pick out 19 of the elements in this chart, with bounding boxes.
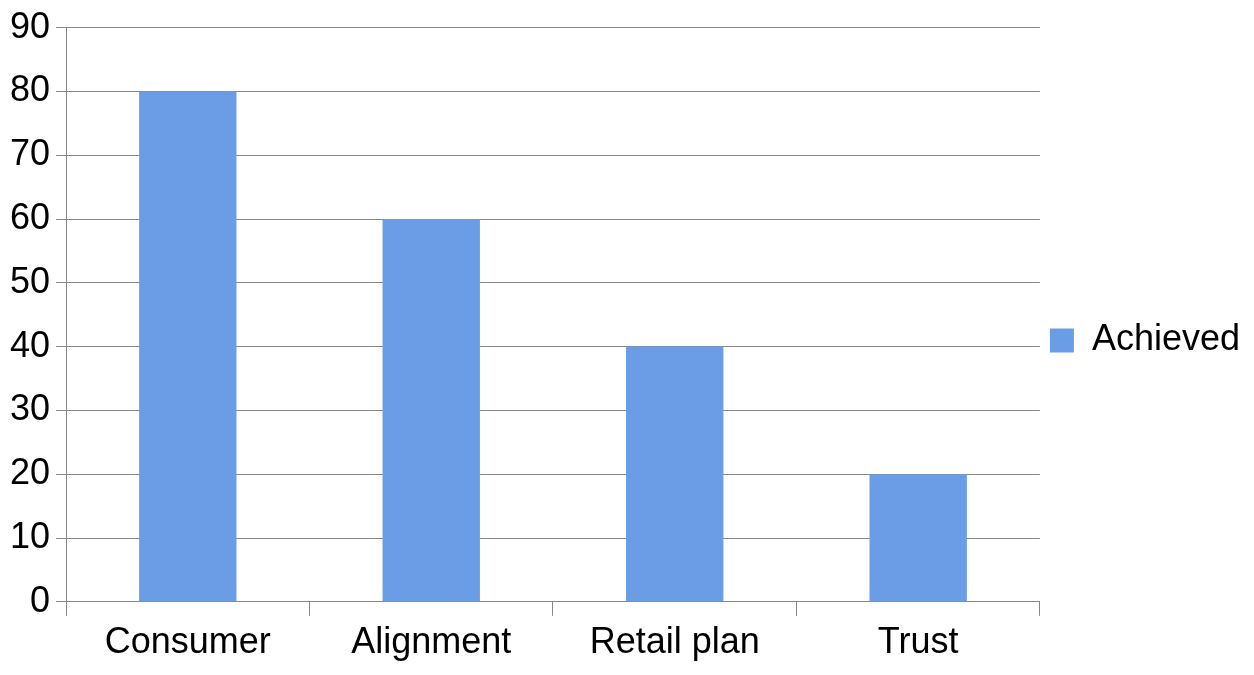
y-tick-label: 40 — [10, 323, 51, 365]
y-tick-label: 10 — [10, 514, 51, 556]
bar — [626, 346, 724, 602]
bar — [139, 91, 237, 602]
y-tick-label: 20 — [10, 451, 51, 493]
y-tick-label: 0 — [30, 578, 51, 620]
y-tick-label: 60 — [10, 195, 51, 237]
x-tick-label: Alignment — [351, 620, 512, 662]
legend-label: Achieved — [1091, 317, 1241, 359]
x-tick-label: Trust — [877, 620, 959, 662]
y-tick-label: 70 — [10, 132, 51, 174]
bar — [382, 219, 480, 602]
y-tick-label: 50 — [10, 259, 51, 301]
x-tick-label: Consumer — [104, 620, 271, 662]
y-tick-label: 30 — [10, 387, 51, 429]
y-tick-label: 90 — [10, 4, 51, 46]
bar — [869, 474, 967, 602]
y-tick-label: 80 — [10, 68, 51, 110]
x-tick-label: Retail plan — [589, 620, 760, 662]
